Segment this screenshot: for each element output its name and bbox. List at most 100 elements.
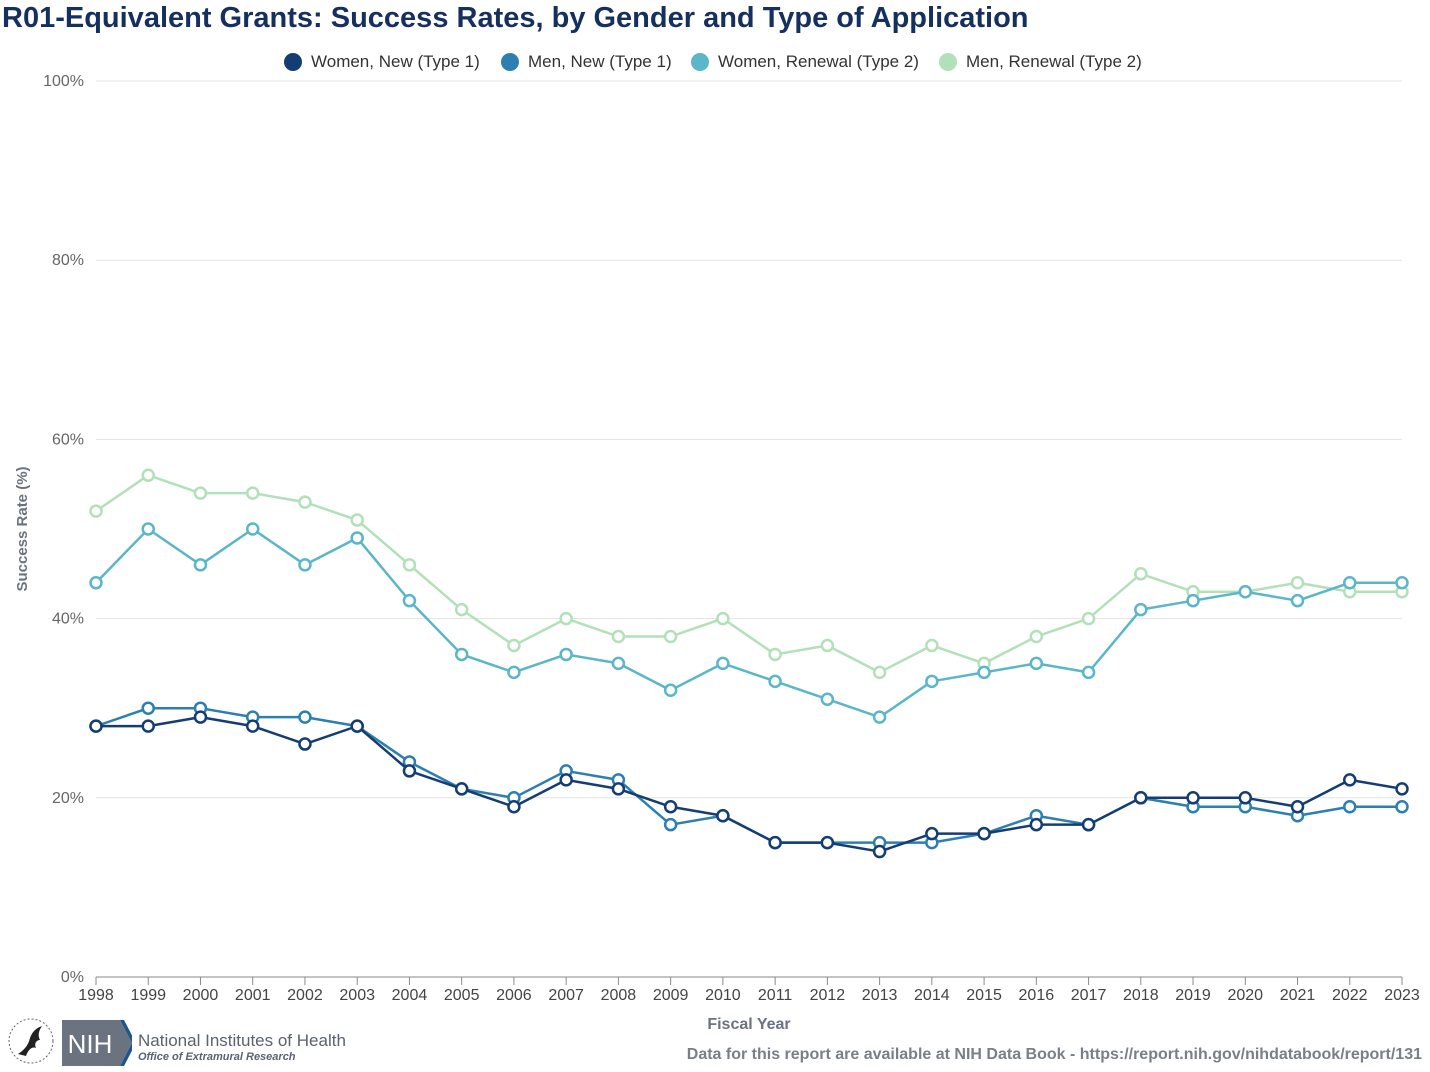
data-point [716, 611, 730, 626]
data-point [245, 522, 260, 536]
legend-label: Men, Renewal (Type 2) [966, 52, 1142, 71]
data-point [245, 719, 260, 733]
data-point [141, 468, 155, 482]
data-point [559, 647, 573, 662]
x-tick-label: 2014 [914, 987, 950, 1004]
y-tick-label: 20% [52, 790, 84, 807]
data-point [89, 719, 103, 733]
x-tick-label: 1999 [130, 987, 166, 1004]
data-point [298, 737, 312, 751]
data-point [507, 638, 521, 653]
data-point [350, 513, 364, 527]
data-point [977, 826, 991, 841]
x-tick-label: 2008 [601, 987, 637, 1004]
x-tick-label: 2011 [758, 987, 793, 1004]
gridlines [96, 80, 1402, 799]
x-tick-label: 2016 [1019, 987, 1055, 1004]
data-point [872, 710, 887, 724]
data-point [716, 656, 730, 671]
x-tick-label: 2012 [810, 987, 846, 1004]
data-point [350, 719, 364, 733]
series-line [95, 706, 1402, 844]
data-point [193, 486, 208, 500]
data-point [1186, 791, 1200, 805]
org-office: Office of Extramural Research [138, 1051, 296, 1063]
series-line [96, 715, 1403, 853]
data-point [1081, 665, 1096, 680]
legend-item[interactable]: Women, New (Type 1) [284, 52, 480, 71]
data-point [298, 558, 312, 572]
x-tick-label: 2015 [966, 987, 1002, 1004]
y-axis-label: Success Rate (%) [14, 466, 31, 591]
data-point [1134, 567, 1148, 581]
data-point [141, 522, 155, 536]
axes: 0% 20% 40% 60% 80% 100% 1998 1999 2000 2001 2002 20… [43, 73, 1420, 1004]
x-tick-label: 2018 [1123, 987, 1159, 1004]
x-tick-label: 2022 [1332, 987, 1368, 1004]
data-point [1081, 817, 1096, 832]
data-point [89, 504, 103, 518]
data-point [141, 701, 155, 715]
legend-item[interactable]: Men, New (Type 1) [501, 52, 672, 71]
data-point [89, 576, 103, 590]
y-tick-label: 80% [52, 252, 84, 269]
source-note[interactable]: Data for this report are available at NI… [686, 1046, 1422, 1063]
data-point [507, 800, 521, 814]
data-point [454, 647, 469, 662]
data-point [402, 593, 417, 608]
data-point [1395, 782, 1409, 796]
org-name: National Institutes of Health [138, 1031, 346, 1050]
data-point [820, 692, 835, 706]
data-point [925, 674, 939, 689]
x-tick-label: 2006 [496, 987, 532, 1004]
data-point [1290, 593, 1305, 608]
series-lines [89, 468, 1409, 859]
hhs-eagle-logo-icon [8, 1018, 54, 1064]
x-tick-label: 2002 [287, 987, 323, 1004]
nih-logo-icon: NIH [62, 1020, 132, 1066]
x-tick-label: 2023 [1384, 987, 1420, 1004]
data-point [559, 773, 573, 787]
series-line [95, 527, 1402, 719]
data-point [1029, 629, 1044, 644]
data-point [663, 800, 678, 814]
data-point [1134, 602, 1148, 617]
y-tick-label: 100% [43, 73, 84, 90]
data-point [925, 826, 939, 841]
legend-item[interactable]: Women, Renewal (Type 2) [691, 52, 919, 71]
data-point [768, 647, 782, 662]
data-point [1186, 593, 1200, 608]
data-point [716, 808, 730, 823]
data-point [559, 611, 573, 626]
legend-marker [691, 53, 709, 71]
data-point [1395, 576, 1409, 590]
x-tick-label: 2013 [862, 987, 898, 1004]
data-point [768, 674, 782, 689]
data-point [925, 638, 939, 653]
data-point [872, 844, 887, 859]
data-point [1134, 791, 1148, 805]
x-tick-label: 2017 [1071, 987, 1107, 1004]
x-tick-label: 2001 [235, 987, 271, 1004]
x-tick-label: 2005 [444, 987, 480, 1004]
x-tick-label: 1998 [78, 987, 114, 1004]
data-point [507, 665, 521, 680]
data-point [1290, 800, 1305, 814]
data-point [611, 782, 626, 796]
x-tick-label: 2020 [1227, 987, 1263, 1004]
series-2 [89, 522, 1409, 724]
data-point [768, 835, 782, 850]
legend[interactable]: Women, New (Type 1) Men, New (Type 1) Wome… [284, 52, 1142, 71]
x-axis-label: Fiscal Year [707, 1016, 790, 1033]
data-point [454, 602, 469, 617]
data-point [611, 656, 626, 671]
x-tick-label: 2009 [653, 987, 689, 1004]
series-line [95, 473, 1402, 674]
legend-item[interactable]: Men, Renewal (Type 2) [939, 52, 1142, 71]
data-point [663, 817, 678, 832]
data-point [663, 629, 678, 644]
data-point [1081, 611, 1096, 626]
data-point [193, 710, 208, 724]
data-point [193, 558, 208, 572]
x-tick-label: 2003 [339, 987, 375, 1004]
